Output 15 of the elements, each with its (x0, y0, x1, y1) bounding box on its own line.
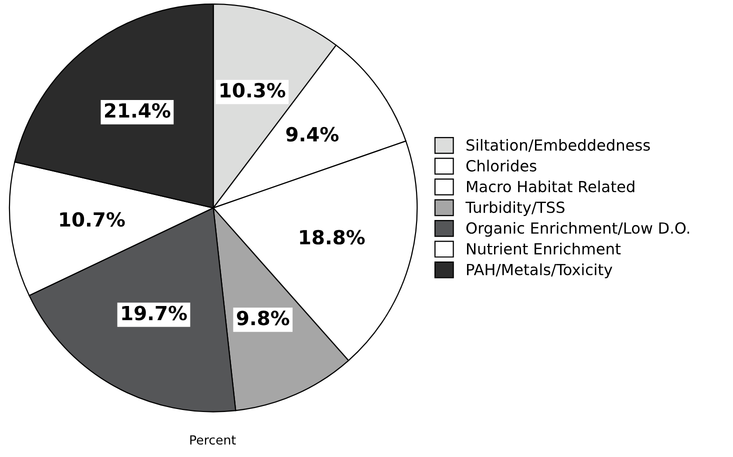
legend-label: Siltation/Embeddedness (466, 138, 650, 152)
legend-label: Turbidity/TSS (466, 201, 564, 216)
legend-label: Macro Habitat Related (467, 180, 634, 192)
legend-label: Chlorides (466, 160, 536, 172)
data-label: 10.7% (60, 212, 125, 227)
data-label: 18.8% (300, 230, 365, 245)
data-label: 10.3% (220, 82, 286, 98)
data-label: 19.7% (122, 306, 187, 320)
data-label: 21.4% (105, 103, 170, 118)
data-label: 9.4% (286, 126, 339, 142)
legend-label: PAH/Metals/Toxicity (467, 263, 612, 278)
text: Percent (190, 435, 236, 445)
data-label: 9.8% (236, 310, 290, 326)
legend-label: Nutrient Enrichment (467, 242, 621, 255)
legend-label: Organic Enrichment/Low D.O. (466, 222, 690, 237)
